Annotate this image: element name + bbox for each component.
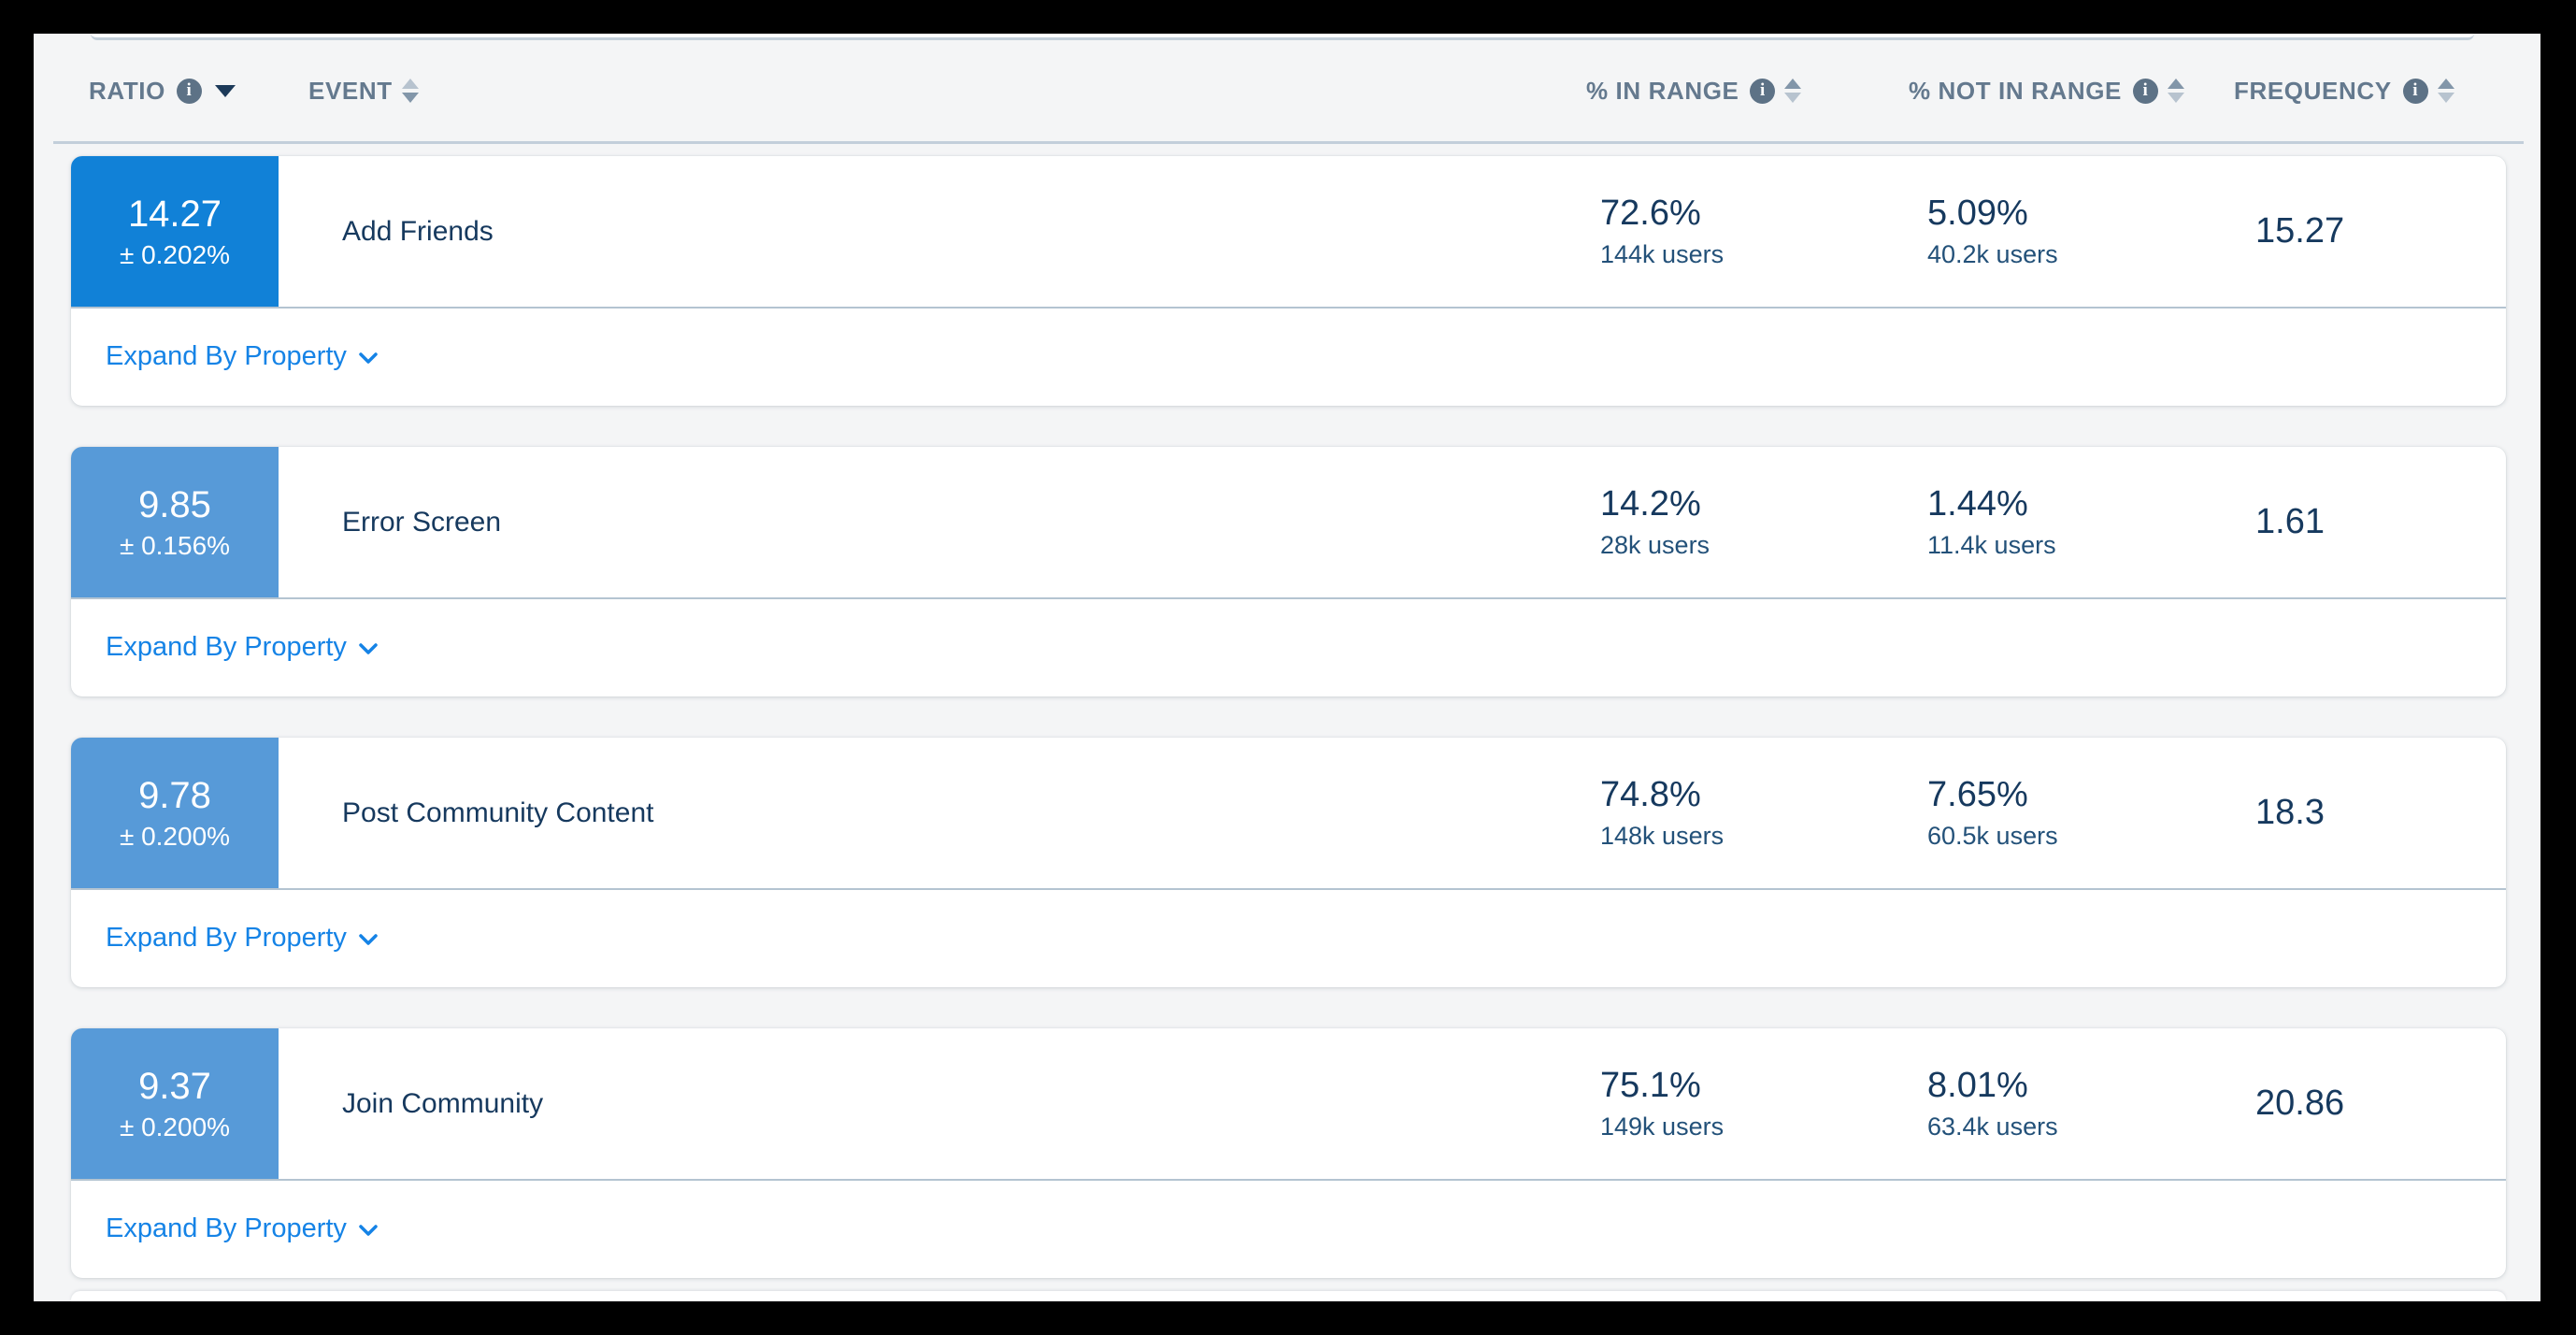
not-in-range-pct: 7.65% <box>1927 774 2028 814</box>
expand-section: Expand By Property <box>71 1179 2506 1276</box>
event-row-main: 9.37 ± 0.200% Join Community 75.1% 149k … <box>71 1028 2506 1179</box>
in-range-cell: 72.6% 144k users <box>1600 156 1927 307</box>
in-range-pct: 72.6% <box>1600 193 1701 233</box>
expand-by-property-link[interactable]: Expand By Property <box>106 341 379 372</box>
not-in-range-users: 63.4k users <box>1927 1112 2058 1141</box>
scrolled-card-bottom-edge <box>91 34 2474 40</box>
event-row-card: 14.27 ± 0.202% Add Friends 72.6% 144k us… <box>71 156 2506 406</box>
not-in-range-users: 40.2k users <box>1927 239 2058 268</box>
ratio-margin: ± 0.200% <box>119 1112 231 1141</box>
info-icon[interactable]: i <box>2132 78 2158 104</box>
table-header-row: RATIO i EVENT % IN RANGE i % NOT IN RANG… <box>34 58 2540 123</box>
info-icon[interactable]: i <box>2402 78 2428 104</box>
in-range-pct: 74.8% <box>1600 774 1701 814</box>
in-range-cell: 75.1% 149k users <box>1600 1028 1927 1179</box>
sort-icon <box>2167 79 2184 103</box>
event-row-card: 9.85 ± 0.156% Error Screen 14.2% 28k use… <box>71 447 2506 696</box>
expand-by-property-link[interactable]: Expand By Property <box>106 1213 379 1244</box>
info-icon[interactable]: i <box>1750 78 1776 104</box>
chevron-down-icon <box>358 642 379 655</box>
ratio-badge: 14.27 ± 0.202% <box>71 156 279 307</box>
expand-by-property-link[interactable]: Expand By Property <box>106 923 379 954</box>
sort-desc-caret-icon <box>214 84 236 97</box>
not-in-range-pct: 8.01% <box>1927 1065 2028 1105</box>
not-in-range-users: 11.4k users <box>1927 530 2056 559</box>
expand-by-property-label: Expand By Property <box>106 922 347 953</box>
column-header-ratio[interactable]: RATIO i <box>89 58 236 123</box>
frequency-value: 20.86 <box>2255 1084 2345 1123</box>
column-header-ratio-label: RATIO <box>89 76 165 105</box>
expand-by-property-label: Expand By Property <box>106 1213 347 1243</box>
event-row-main: 9.78 ± 0.200% Post Community Content 74.… <box>71 738 2506 888</box>
expand-section: Expand By Property <box>71 888 2506 985</box>
chevron-down-icon <box>358 933 379 946</box>
analytics-table-panel: RATIO i EVENT % IN RANGE i % NOT IN RANG… <box>34 34 2540 1301</box>
frequency-value: 18.3 <box>2255 793 2325 832</box>
not-in-range-pct: 5.09% <box>1927 193 2028 233</box>
in-range-users: 149k users <box>1600 1112 1724 1141</box>
ratio-margin: ± 0.202% <box>119 239 231 269</box>
column-header-frequency[interactable]: FREQUENCY i <box>2234 58 2454 123</box>
not-in-range-pct: 1.44% <box>1927 483 2028 524</box>
not-in-range-cell: 8.01% 63.4k users <box>1927 1028 2255 1179</box>
ratio-value: 9.37 <box>138 1065 211 1107</box>
expand-by-property-link[interactable]: Expand By Property <box>106 632 379 663</box>
frequency-value: 1.61 <box>2255 502 2325 541</box>
event-name: Error Screen <box>342 506 502 538</box>
ratio-value: 9.78 <box>138 774 211 816</box>
in-range-users: 144k users <box>1600 239 1724 268</box>
ratio-badge: 9.37 ± 0.200% <box>71 1028 279 1179</box>
not-in-range-cell: 1.44% 11.4k users <box>1927 447 2255 597</box>
expand-section: Expand By Property <box>71 307 2506 404</box>
column-header-event-label: EVENT <box>308 76 393 105</box>
not-in-range-cell: 7.65% 60.5k users <box>1927 738 2255 888</box>
in-range-users: 148k users <box>1600 821 1724 850</box>
ratio-badge: 9.78 ± 0.200% <box>71 738 279 888</box>
event-name: Join Community <box>342 1087 544 1119</box>
in-range-cell: 74.8% 148k users <box>1600 738 1927 888</box>
event-row-main: 9.85 ± 0.156% Error Screen 14.2% 28k use… <box>71 447 2506 597</box>
ratio-value: 9.85 <box>138 483 211 525</box>
column-header-event[interactable]: EVENT <box>308 58 419 123</box>
column-header-in-range[interactable]: % IN RANGE i <box>1586 58 1802 123</box>
ratio-value: 14.27 <box>127 193 222 235</box>
sort-icon <box>1784 79 1802 103</box>
ratio-margin: ± 0.200% <box>119 821 231 851</box>
sort-icon <box>401 79 419 103</box>
not-in-range-cell: 5.09% 40.2k users <box>1927 156 2255 307</box>
expand-by-property-label: Expand By Property <box>106 340 347 371</box>
ratio-badge: 9.85 ± 0.156% <box>71 447 279 597</box>
column-header-not-in-range[interactable]: % NOT IN RANGE i <box>1909 58 2184 123</box>
next-card-top-edge <box>71 1291 2506 1301</box>
in-range-cell: 14.2% 28k users <box>1600 447 1927 597</box>
in-range-pct: 14.2% <box>1600 483 1701 524</box>
chevron-down-icon <box>358 352 379 365</box>
chevron-down-icon <box>358 1224 379 1237</box>
column-header-in-range-label: % IN RANGE <box>1586 76 1739 105</box>
event-name: Post Community Content <box>342 797 654 828</box>
expand-by-property-label: Expand By Property <box>106 631 347 662</box>
event-row-main: 14.27 ± 0.202% Add Friends 72.6% 144k us… <box>71 156 2506 307</box>
in-range-pct: 75.1% <box>1600 1065 1701 1105</box>
header-divider <box>53 141 2524 144</box>
event-row-card: 9.37 ± 0.200% Join Community 75.1% 149k … <box>71 1028 2506 1278</box>
sort-icon <box>2437 79 2454 103</box>
frequency-value: 15.27 <box>2255 211 2345 251</box>
not-in-range-users: 60.5k users <box>1927 821 2058 850</box>
event-name: Add Friends <box>342 215 494 247</box>
expand-section: Expand By Property <box>71 597 2506 695</box>
in-range-users: 28k users <box>1600 530 1710 559</box>
column-header-frequency-label: FREQUENCY <box>2234 76 2392 105</box>
ratio-margin: ± 0.156% <box>119 530 231 560</box>
column-header-not-in-range-label: % NOT IN RANGE <box>1909 76 2122 105</box>
info-icon[interactable]: i <box>176 78 202 104</box>
event-row-card: 9.78 ± 0.200% Post Community Content 74.… <box>71 738 2506 987</box>
